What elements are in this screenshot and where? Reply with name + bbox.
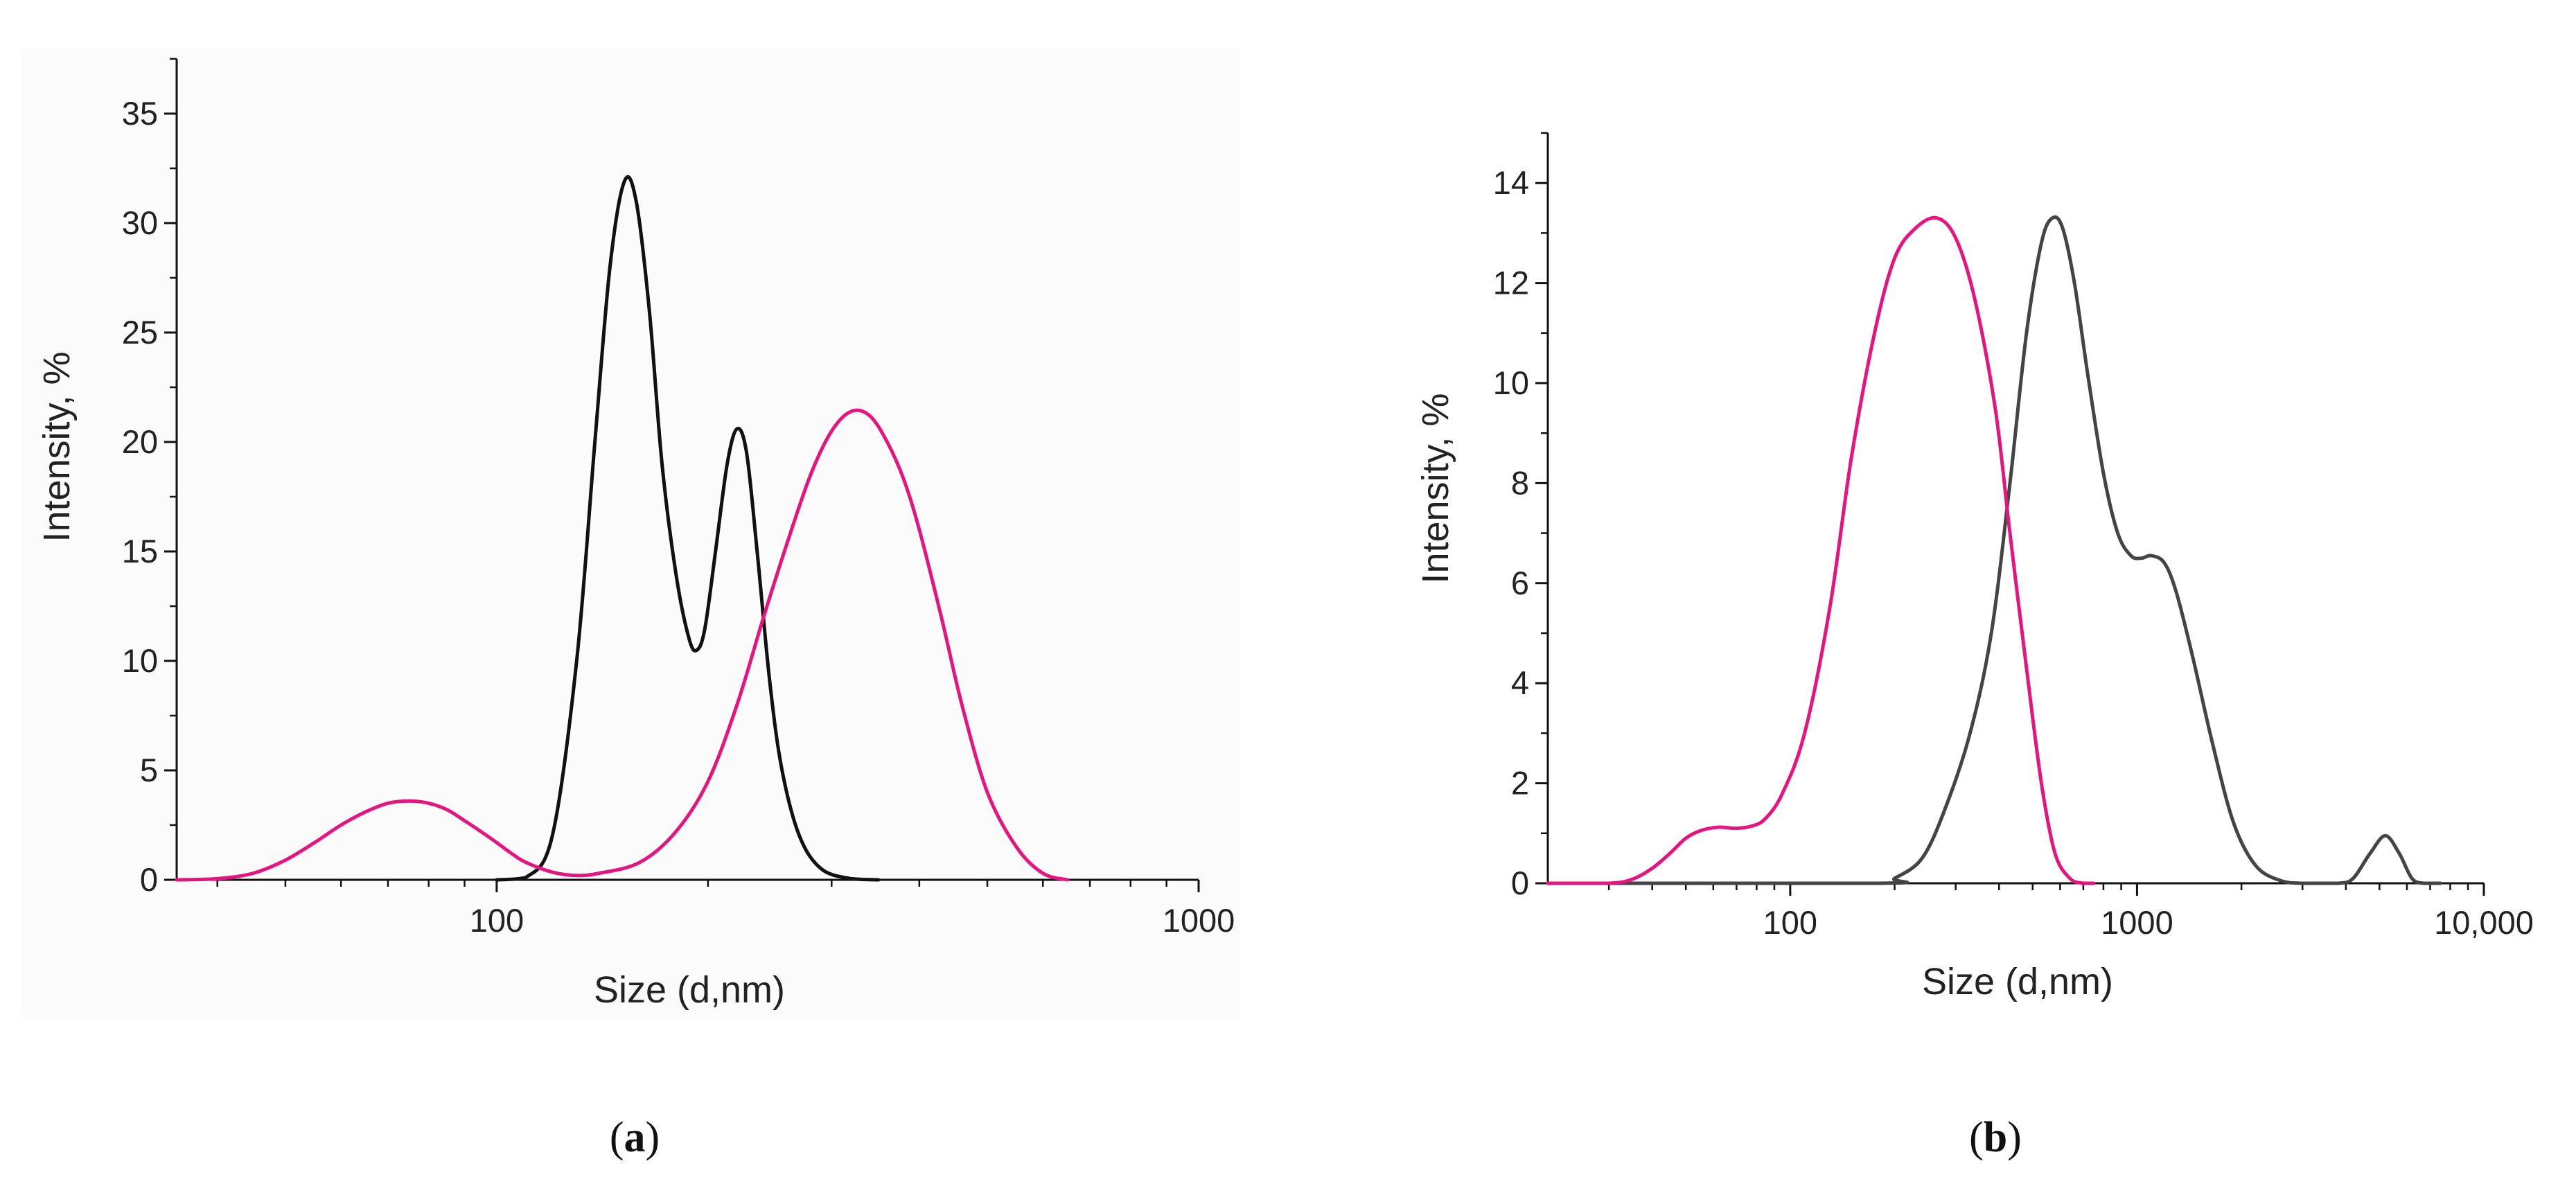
x-tick-label: 1000	[1163, 902, 1235, 939]
panel-b-y-axis-label: Intensity, %	[1415, 393, 1456, 583]
chart-panel-a: 0 5 10 15 20 25 30 35 100 1000 Size (d,nm) Inten…	[21, 48, 1240, 1018]
series-line-1	[1546, 215, 2442, 885]
y-tick-label: 4	[1511, 664, 1529, 701]
panel-b-x-ticks: 100 1000 10,000	[1763, 883, 2534, 941]
series-line-2	[1546, 215, 2096, 885]
y-tick-label: 10	[122, 642, 158, 679]
panel-b-minor-ticks	[1541, 132, 2469, 890]
y-tick-label: 30	[122, 204, 158, 241]
y-tick-label: 0	[140, 861, 158, 898]
y-tick-label: 12	[1493, 265, 1529, 301]
panel-b-letter: (b)	[1969, 1114, 2022, 1161]
panel-a-y-axis-label: Intensity, %	[36, 351, 78, 542]
y-tick-label: 10	[1493, 364, 1529, 401]
panel-b-y-ticks: 0 2 4 6 8 10 12 14	[1493, 164, 1548, 901]
x-tick-label: 10,000	[2434, 904, 2534, 941]
chart-panel-b: 0 2 4 6 8 10 12 14 100 1000 10,000 Size (d,nm) In…	[1400, 97, 2557, 1046]
y-tick-label: 2	[1511, 765, 1529, 802]
y-tick-label: 15	[122, 533, 158, 569]
y-tick-label: 20	[122, 423, 158, 460]
x-tick-label: 100	[1763, 904, 1817, 941]
x-tick-label: 100	[470, 902, 524, 939]
panel-a-axes	[175, 59, 1199, 881]
panel-a-x-axis-label: Size (d,nm)	[594, 969, 785, 1011]
y-tick-label: 14	[1493, 164, 1529, 201]
y-tick-label: 25	[122, 314, 158, 351]
y-tick-label: 8	[1511, 464, 1529, 501]
panel-b-x-axis-label: Size (d,nm)	[1922, 961, 2113, 1002]
panel-a-x-ticks: 100 1000	[470, 880, 1235, 939]
series-line-1	[495, 175, 881, 882]
series-line-2	[175, 408, 1069, 882]
panel-a-background	[21, 48, 1240, 1018]
panel-a-y-ticks: 0 5 10 15 20 25 30 35	[122, 95, 177, 898]
panel-b-background	[1400, 97, 2557, 1046]
panel-a-series	[175, 175, 1069, 882]
panel-a-letter-text: a	[624, 1114, 646, 1161]
y-tick-label: 6	[1511, 565, 1529, 601]
y-tick-label: 5	[140, 752, 158, 788]
panel-b-series	[1546, 215, 2442, 885]
panel-a-minor-ticks	[170, 57, 1167, 887]
panel-b-letter-text: b	[1984, 1114, 2007, 1161]
y-tick-label: 0	[1511, 865, 1529, 901]
x-tick-label: 1000	[2101, 904, 2173, 941]
panel-a-letter: (a)	[610, 1114, 660, 1161]
y-tick-label: 35	[122, 95, 158, 132]
